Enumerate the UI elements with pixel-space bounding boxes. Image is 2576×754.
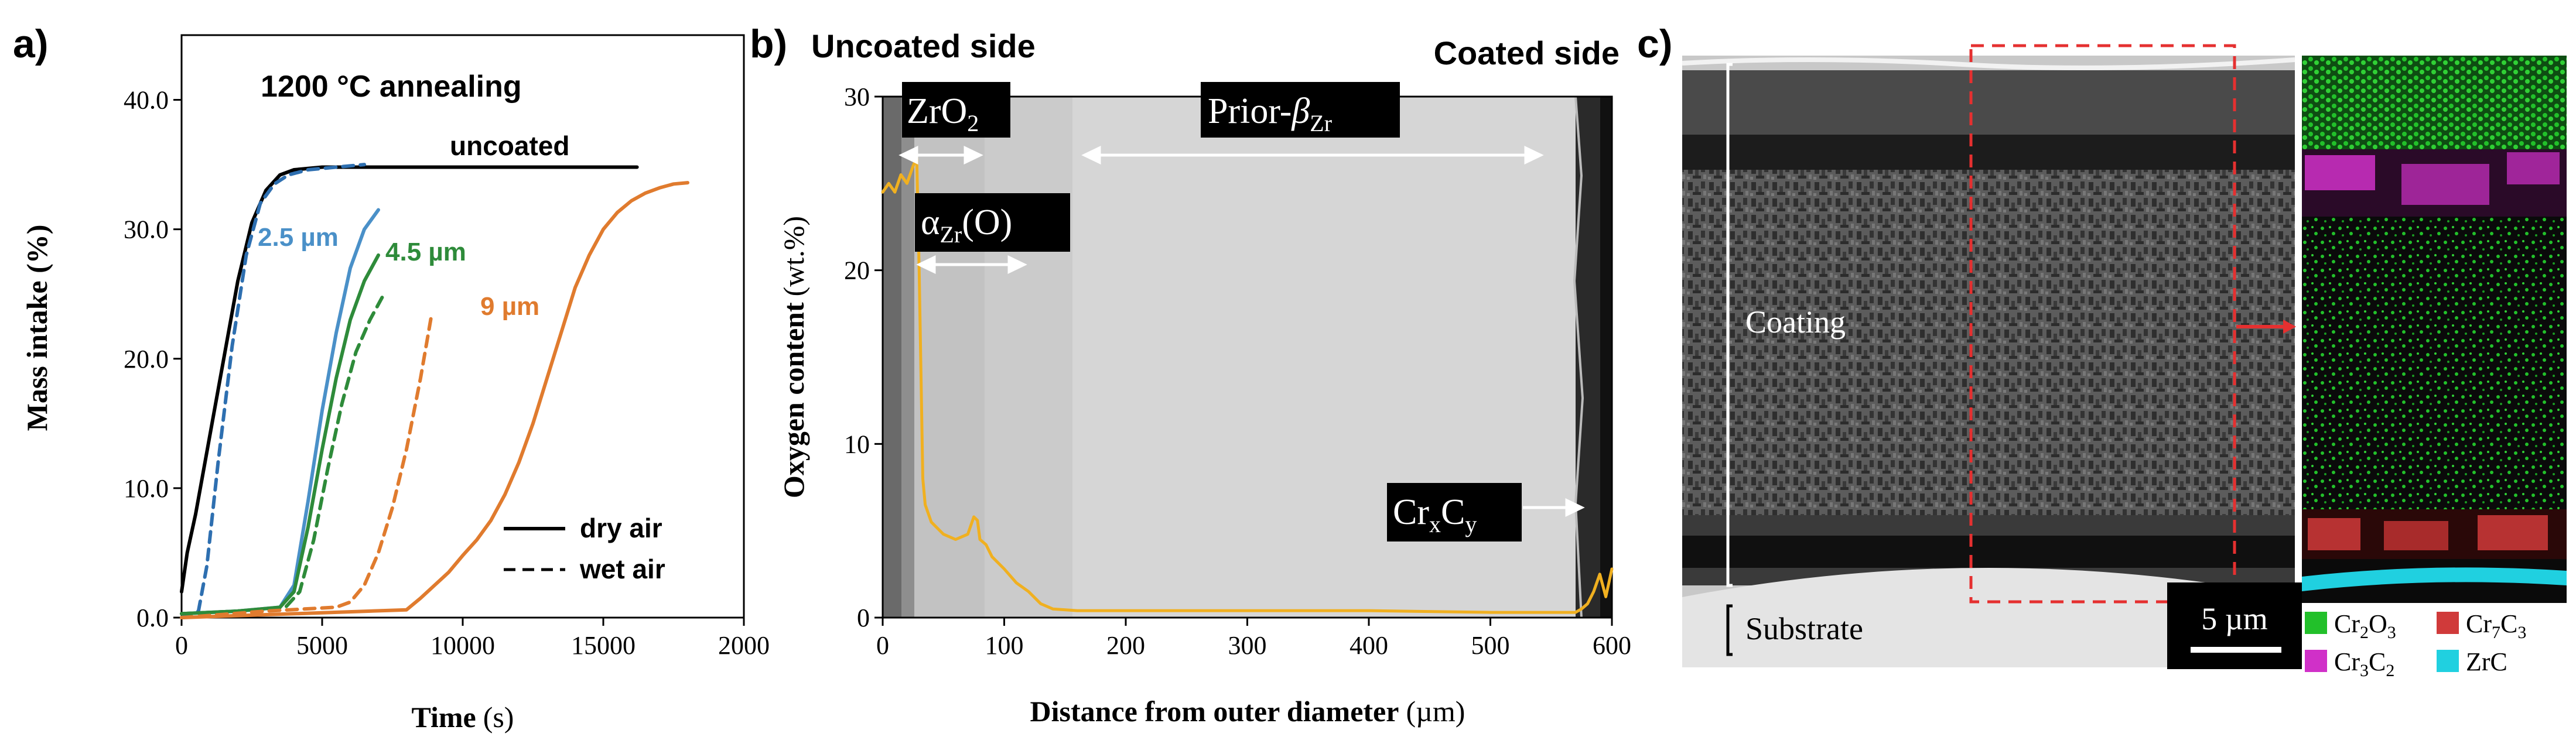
series-label-uncoated: uncoated [450, 131, 569, 161]
y-tick-label-b: 10 [844, 430, 870, 458]
x-tick-label-b: 400 [1350, 631, 1388, 660]
x-tick-label-b: 500 [1471, 631, 1510, 660]
x-tick-label-b: 200 [1106, 631, 1145, 660]
y-tick-label-b: 0 [857, 604, 870, 632]
y-axis-label-b-text: Oxygen content [777, 302, 810, 498]
x-tick-label-a: 2000 [718, 631, 770, 660]
panel-c-label: c) [1637, 22, 1672, 66]
y-tick-label-b: 30 [844, 83, 870, 111]
sem-cross-section [1682, 44, 2295, 667]
x-axis-label-b: Distance from outer diameter (µm) [1030, 695, 1465, 728]
x-ticks-a: 0 5000 10000 15000 2000 [175, 618, 770, 660]
arrow-to-eds-map [2236, 320, 2296, 334]
x-tick-label-b: 100 [985, 631, 1024, 660]
eds-legend: Cr2O3 Cr7C3 Cr3C2 ZrC [2305, 609, 2526, 680]
annotation-alpha: αZr(O) [915, 193, 1070, 252]
panel-c: c) Coating Substrate 5 µm [1637, 22, 2567, 680]
substrate-label: Substrate [1745, 611, 1863, 646]
x-tick-label-a: 5000 [296, 631, 348, 660]
x-tick-label-a: 10000 [431, 631, 495, 660]
x-ticks-b: 0 100 200 300 400 500 600 [876, 618, 1631, 660]
panel-a-label: a) [13, 22, 48, 66]
x-tick-label-b: 0 [876, 631, 889, 660]
scale-bar-label: 5 µm [2201, 601, 2268, 636]
x-axis-label-b-unit: (µm) [1406, 695, 1465, 728]
series-line-a-2 [180, 208, 380, 616]
x-axis-label-b-text: Distance from outer diameter [1030, 695, 1399, 728]
y-axis-label-a: Mass intake (%) [21, 225, 53, 431]
annotation-crxcy: CrxCy [1387, 483, 1522, 541]
uncoated-side-header: Uncoated side [811, 28, 1036, 64]
legend-cr2o3-label: Cr2O3 [2334, 609, 2396, 642]
series-line-a-0 [180, 165, 639, 594]
plot-a-title: 1200 °C annealing [261, 70, 522, 104]
panel-a: a) 1200 °C annealing 0.0 10.0 20.0 30.0 40.0… [13, 22, 770, 734]
scale-bar [2167, 582, 2302, 669]
legend-cr7c3-swatch [2437, 612, 2459, 634]
svg-text:Prior-βZr: Prior-βZr [1208, 91, 1332, 136]
y-axis-label-b: Oxygen content (wt.%) [777, 216, 810, 498]
y-axis-label-b-unit: (wt.%) [777, 216, 810, 296]
panel-b-label: b) [750, 22, 787, 66]
y-tick-label-a: 40.0 [124, 86, 169, 115]
y-ticks-b: 0 10 20 30 [844, 83, 883, 632]
svg-text:ZrO2: ZrO2 [907, 91, 979, 136]
x-tick-label-a: 0 [175, 631, 188, 660]
legend-zrc-label: ZrC [2466, 647, 2507, 676]
series-line-a-1 [180, 163, 366, 619]
series-line-a-5 [180, 181, 689, 619]
series-line-a-6 [180, 311, 434, 619]
legend-cr3c2-swatch [2305, 650, 2327, 672]
legend-dry-label: dry air [580, 513, 662, 543]
legend-cr7c3-label: Cr7C3 [2466, 609, 2526, 642]
annotation-zro2: ZrO2 [902, 82, 1010, 138]
series-a [180, 163, 689, 619]
coated-side-header: Coated side [1434, 35, 1620, 71]
x-axis-label-a-text: Time [412, 701, 476, 734]
cross-section-micrograph [883, 96, 1612, 618]
svg-text:αZr(O): αZr(O) [921, 203, 1012, 248]
y-tick-label-a: 10.0 [124, 474, 169, 503]
panel-b: b) Uncoated side Coated side 0 10 20 30 0 10… [750, 22, 1631, 728]
annotation-prior-beta: Prior-βZr [1201, 82, 1400, 138]
annotation-arrows [898, 146, 1585, 517]
y-tick-label-a: 0.0 [136, 604, 169, 632]
series-label-4-5um: 4.5 µm [385, 238, 466, 266]
x-axis-label-a-unit: (s) [483, 701, 514, 734]
eds-map [2302, 56, 2567, 603]
svg-text:CrxCy: CrxCy [1393, 492, 1477, 537]
x-tick-label-b: 600 [1593, 631, 1631, 660]
series-label-9um: 9 µm [480, 292, 539, 321]
x-tick-label-a: 15000 [571, 631, 636, 660]
y-tick-label-a: 20.0 [124, 345, 169, 373]
y-tick-label-a: 30.0 [124, 215, 169, 244]
legend-cr3c2-label: Cr3C2 [2334, 647, 2394, 680]
coating-label: Coating [1745, 304, 1846, 340]
series-line-a-4 [180, 292, 386, 616]
y-ticks-a: 0.0 10.0 20.0 30.0 40.0 [124, 86, 182, 632]
legend-a: dry air wet air [504, 513, 665, 584]
series-label-2-5um: 2.5 µm [258, 223, 339, 252]
legend-wet-label: wet air [579, 554, 665, 584]
y-tick-label-b: 20 [844, 256, 870, 285]
legend-cr2o3-swatch [2305, 612, 2327, 634]
x-axis-label-a: Time (s) [412, 701, 514, 734]
x-tick-label-b: 300 [1228, 631, 1267, 660]
legend-zrc-swatch [2437, 650, 2459, 672]
